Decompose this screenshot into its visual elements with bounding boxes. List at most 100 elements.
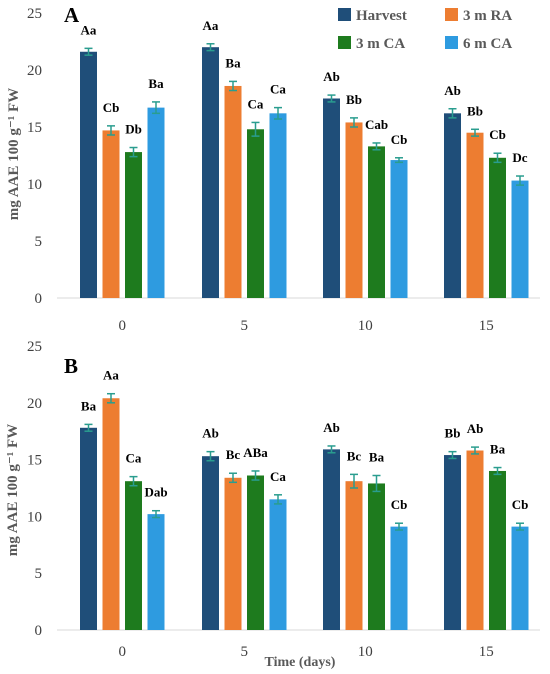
panel-a-data-label: Ab — [323, 69, 340, 84]
panel-b-y-tick-label: 0 — [35, 623, 43, 639]
x-axis-label: Time (days) — [265, 655, 336, 670]
panel-b-data-label: Ca — [270, 469, 286, 484]
panel-b-bar-harvest — [202, 456, 219, 630]
panel-a-bar-6-m-ca — [269, 113, 287, 298]
panel-a-x-tick-label: 10 — [358, 318, 373, 334]
panel-b-bar-harvest — [80, 427, 97, 630]
panel-b-data-label: Ab — [467, 421, 484, 436]
panel-b-data-label: Ca — [126, 451, 142, 466]
panel-b-bar-3-m-ca — [247, 475, 264, 630]
panel-b-data-label: ABa — [243, 445, 268, 460]
panel-b-x-tick-label: 0 — [119, 644, 127, 660]
panel-b-bar-3-m-ra — [345, 481, 363, 630]
panel-a-y-tick-label: 10 — [27, 177, 42, 193]
panel-b-data-label: Ab — [323, 420, 340, 435]
panel-b-bar-6-m-ca — [147, 514, 165, 630]
panel-b-data-label: Bb — [445, 426, 461, 441]
panel-a-x-tick-label: 15 — [479, 318, 494, 334]
panel-a: A mg AAE 100 g⁻¹ FW 0 5 10 15 20 25 0 5 10 15 Aa Aa… — [6, 3, 540, 334]
panel-a-data-label: Aa — [81, 22, 97, 37]
legend: Harvest 3 m RA 3 m CA 6 m CA — [338, 8, 512, 52]
panel-a-data-label: Cab — [365, 117, 388, 132]
panel-a-bar-3-m-ca — [247, 129, 264, 298]
panel-b-data-label: Ba — [490, 442, 506, 457]
panel-b-data-label: Ba — [369, 450, 385, 465]
panel-b-data-label: Cb — [512, 497, 529, 512]
panel-a-label: A — [64, 3, 80, 27]
legend-label-3m-ra: 3 m RA — [463, 8, 512, 24]
panel-a-data-label: Ca — [248, 96, 264, 111]
panel-a-data-label: Db — [125, 122, 142, 137]
panel-b-y-tick-label: 10 — [27, 509, 42, 525]
panel-a-data-label: Ba — [148, 76, 164, 91]
legend-label-3m-ca: 3 m CA — [356, 36, 405, 52]
panel-b-bar-6-m-ca — [511, 526, 529, 630]
legend-swatch-6m-ca — [445, 36, 458, 49]
panel-b-data-label: Cb — [391, 497, 408, 512]
panel-a-y-axis-label: mg AAE 100 g⁻¹ FW — [6, 88, 22, 220]
panel-a-data-label: Ab — [444, 83, 461, 98]
panel-a-y-tick-label: 5 — [35, 234, 43, 250]
panel-b-bar-harvest — [444, 455, 461, 630]
panel-a-data-label: Ba — [225, 55, 241, 70]
panel-b-data-label: Aa — [103, 368, 119, 383]
panel-b-data-label: Dab — [144, 485, 167, 500]
panel-a-data-label: Bb — [467, 103, 483, 118]
panel-a-data-label: Aa — [203, 18, 219, 33]
panel-a-x-tick-label: 5 — [241, 318, 249, 334]
panel-b-y-tick-label: 20 — [27, 396, 42, 412]
panel-a-bar-harvest — [202, 47, 219, 299]
panel-b-bar-3-m-ra — [224, 477, 242, 630]
legend-label-harvest: Harvest — [356, 8, 407, 24]
panel-a-bar-3-m-ra — [466, 132, 484, 298]
panel-a-y-tick-label: 0 — [35, 291, 43, 307]
panel-a-data-label: Bb — [346, 92, 362, 107]
panel-a-bar-6-m-ca — [390, 160, 408, 298]
panel-b: B mg AAE 100 g⁻¹ FW 0 5 10 15 20 25 0 5 10 15 Ba Ab… — [5, 339, 540, 660]
panel-a-data-label: Cb — [103, 100, 120, 115]
panel-b-label: B — [64, 354, 78, 378]
panel-b-data-label: Ab — [202, 426, 219, 441]
panel-a-bar-3-m-ca — [368, 146, 385, 298]
panel-b-bar-3-m-ra — [102, 398, 120, 630]
panel-a-bar-6-m-ca — [147, 107, 165, 299]
panel-b-data-label: Ba — [81, 398, 97, 413]
panel-b-bar-harvest — [323, 449, 340, 630]
legend-swatch-3m-ca — [338, 36, 351, 49]
panel-b-data-label: Bc — [347, 448, 362, 463]
panel-a-data-label: Dc — [512, 150, 527, 165]
panel-b-x-tick-label: 15 — [479, 644, 494, 660]
panel-b-bar-6-m-ca — [269, 499, 287, 630]
panel-a-y-tick-label: 15 — [27, 120, 42, 136]
panel-a-bar-3-m-ca — [489, 157, 506, 298]
panel-b-y-tick-label: 5 — [35, 566, 43, 582]
panel-a-y-tick-label: 20 — [27, 63, 42, 79]
panel-b-bar-3-m-ca — [368, 483, 385, 630]
legend-swatch-3m-ra — [445, 8, 458, 21]
panel-b-y-axis-label: mg AAE 100 g⁻¹ FW — [5, 424, 21, 556]
panel-b-bar-3-m-ca — [489, 470, 506, 630]
panel-a-bar-6-m-ca — [511, 180, 529, 298]
panel-a-bar-3-m-ra — [102, 130, 120, 298]
panel-b-y-tick-label: 25 — [27, 339, 42, 355]
panel-b-bar-6-m-ca — [390, 526, 408, 630]
panel-a-bar-harvest — [323, 98, 340, 298]
panel-a-bar-harvest — [444, 113, 461, 298]
panel-a-bar-3-m-ra — [224, 85, 242, 299]
panel-a-y-tick-label: 25 — [27, 6, 42, 22]
panel-a-bar-3-m-ca — [125, 152, 142, 298]
panel-a-data-label: Ca — [270, 82, 286, 97]
panel-a-data-label: Cb — [391, 132, 408, 147]
panel-b-x-tick-label: 10 — [358, 644, 373, 660]
legend-swatch-harvest — [338, 8, 351, 21]
legend-label-6m-ca: 6 m CA — [463, 36, 512, 52]
panel-a-x-tick-label: 0 — [119, 318, 127, 334]
panel-b-x-tick-label: 5 — [241, 644, 249, 660]
panel-b-bar-3-m-ra — [466, 450, 484, 630]
panel-a-bar-harvest — [80, 51, 97, 299]
panel-a-data-label: Cb — [489, 127, 506, 142]
panel-a-bar-3-m-ra — [345, 122, 363, 298]
panel-b-y-tick-label: 15 — [27, 453, 42, 469]
